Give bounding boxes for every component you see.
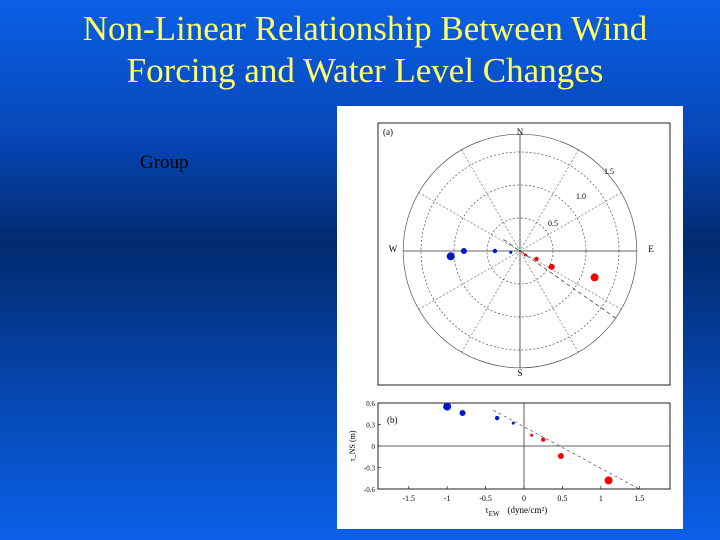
y-tick-label: 0 [372,443,376,451]
ring-label-0.5: 0.5 [548,219,558,228]
bullet-text: Group [140,152,189,173]
compass-label-south: S [517,368,522,378]
slide-title-line-1: Non-Linear Relationship Between Wind [82,9,648,48]
x-tick-label: 0.5 [557,494,567,503]
compass-label-north: N [517,127,524,137]
polar-data-point [509,250,513,254]
ring-label-1.0: 1.0 [576,192,586,201]
x-tick-label: 1.5 [634,494,644,503]
slide-title: Non-Linear Relationship Between Wind For… [0,8,720,92]
cartesian-data-point [604,476,613,485]
y-tick-label: -0.3 [364,465,376,473]
ring-label-1.5: 1.5 [604,167,614,176]
polar-data-point [460,248,467,254]
figure-panel: (a) N S E W 0.5 1.0 1.5 (b) -1.5 -1 -0.5 0 0… [337,106,683,529]
y-tick-label: 0.3 [366,422,375,430]
y-tick-label: -0.6 [364,486,376,494]
cartesian-data-point [557,453,564,460]
polar-data-point [492,248,498,254]
polar-data-point [534,256,539,262]
polar-panel-label: (a) [383,127,393,137]
polar-points [446,248,599,282]
x-tick-label: -1.5 [402,494,415,503]
polar-panel-frame [377,122,671,386]
x-tick-label: -0.5 [479,494,492,503]
x-axis-label-sub: EW [489,510,500,518]
polar-data-point [523,253,527,257]
polar-data-point [446,252,455,261]
polar-grid [402,133,638,369]
cartesian-x-axis-label: τEW (dyne/cm²) [485,505,547,518]
cartesian-data-point [511,421,515,425]
x-tick-label: 1 [599,494,603,503]
cartesian-data-point [541,437,546,442]
y-tick-label: 0.6 [366,400,375,408]
x-tick-label: 0 [522,494,526,503]
compass-label-west: W [389,244,398,254]
cartesian-panel-label: (b) [387,415,398,425]
cartesian-data-point [443,402,452,411]
cartesian-grid: -1.5 -1 -0.5 0 0.5 1 1.5 0.6 0.3 0 -0.3 -0.6 [364,400,670,503]
slide-title-line-2: Forcing and Water Level Changes [126,51,604,90]
x-axis-label-units: (dyne/cm²) [508,505,548,515]
polar-trend-line [503,239,617,319]
cartesian-points [443,402,613,485]
cartesian-y-axis-label: τ_NS (m) [348,430,357,461]
polar-data-point [548,263,555,270]
polar-data-point [590,273,599,282]
cartesian-data-point [494,415,500,421]
compass-label-east: E [648,244,654,254]
cartesian-data-point [530,433,534,437]
cartesian-trend-line [493,409,640,490]
cartesian-data-point [459,410,466,417]
x-axis-label-main: τ [485,505,489,515]
figure-svg: (a) N S E W 0.5 1.0 1.5 (b) -1.5 -1 -0.5 0 0… [348,122,671,518]
x-tick-label: -1 [444,494,451,503]
